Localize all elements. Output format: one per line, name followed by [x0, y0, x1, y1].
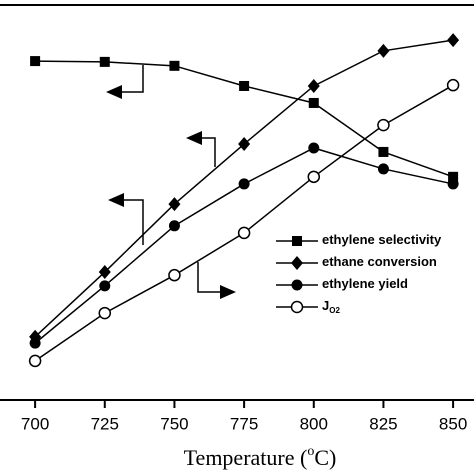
series-markers: [28, 78, 460, 368]
series-markers: [29, 142, 459, 349]
series-markers: [29, 33, 460, 344]
marker-open-circle: [307, 170, 321, 184]
marker-diamond: [238, 137, 251, 152]
marker-square: [169, 60, 180, 71]
x-tick-label: 800: [300, 414, 328, 433]
marker-diamond: [447, 33, 460, 48]
x-label-text-end: C): [314, 445, 336, 470]
legend-name: ethylene selectivity: [322, 232, 442, 247]
marker-diamond: [168, 197, 181, 212]
marker-square: [239, 80, 250, 91]
arrow-heads: [106, 85, 236, 299]
marker-square: [378, 146, 389, 157]
marker-circle: [377, 163, 389, 175]
x-tick-label: 750: [160, 414, 188, 433]
marker-open-circle: [168, 268, 181, 282]
marker-square: [308, 97, 319, 108]
marker-circle: [29, 337, 41, 349]
marker-square: [30, 56, 41, 67]
marker-open-circle: [98, 306, 112, 320]
marker-circle: [238, 178, 250, 190]
marker-diamond: [307, 78, 320, 93]
legend-name: J: [322, 298, 329, 313]
marker-diamond: [377, 43, 390, 58]
x-axis-label: Temperature (oC): [184, 444, 337, 470]
legend-label: ethylene selectivity: [322, 232, 442, 247]
marker-circle: [447, 178, 459, 190]
marker-circle: [308, 142, 320, 154]
marker-circle: [99, 280, 111, 292]
x-tick-label: 850: [439, 414, 467, 433]
legend-marker: [291, 256, 303, 270]
x-tick-label: 700: [21, 414, 49, 433]
series-line: [35, 60, 454, 178]
annotation-arrows: [112, 65, 228, 293]
marker-square: [448, 171, 459, 182]
series-line: [34, 84, 454, 362]
legend-subscript: O2: [329, 306, 340, 315]
x-tick-label: 825: [369, 414, 397, 433]
x-tick-label: 775: [230, 414, 258, 433]
marker-diamond: [98, 265, 111, 280]
x-label-text: Temperature (: [184, 445, 308, 470]
legend-label: ethane conversion: [322, 254, 437, 269]
marker-circle: [168, 220, 180, 232]
x-label-superscript: o: [307, 444, 314, 459]
marker-open-circle: [377, 118, 390, 132]
legend-marker: [291, 279, 303, 291]
marker-open-circle: [446, 78, 460, 92]
legend-marker: [290, 300, 304, 314]
marker-open-circle: [237, 226, 251, 240]
x-tick-label: 725: [91, 414, 119, 433]
legend-label: ethylene yield: [322, 276, 408, 291]
legend-name: ethylene yield: [322, 276, 408, 291]
legend-name: ethane conversion: [322, 254, 437, 269]
legend-marker: [292, 236, 302, 246]
legend-label: JO2: [322, 298, 340, 315]
marker-square: [99, 56, 110, 67]
series-markers: [30, 56, 459, 182]
marker-open-circle: [28, 354, 42, 368]
